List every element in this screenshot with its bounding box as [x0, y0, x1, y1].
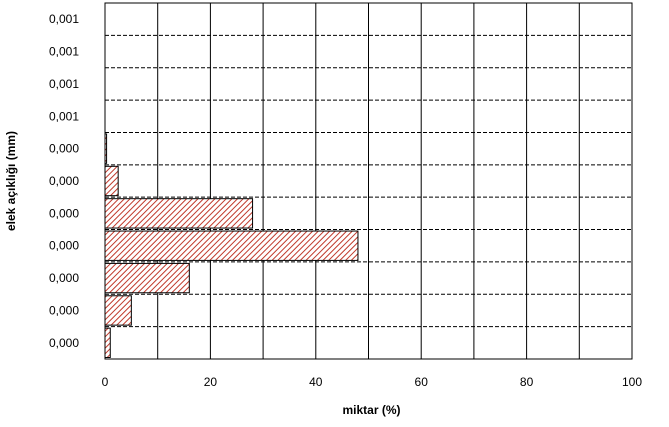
x-tick-labels: 0 20 40 60 80 100: [102, 375, 643, 389]
x-axis-title: miktar (%): [342, 403, 400, 417]
x-tick-label: 60: [415, 375, 429, 389]
x-tick-label: 0: [102, 375, 109, 389]
y-tick-label: 0,000: [49, 239, 79, 253]
bars: [104, 133, 359, 358]
bar: [104, 327, 111, 358]
x-tick-label: 100: [622, 375, 642, 389]
bar: [104, 198, 254, 229]
bar: [104, 230, 359, 261]
y-tick-label: 0,001: [49, 109, 79, 123]
x-tick-label: 80: [520, 375, 534, 389]
y-tick-label: 0,001: [49, 77, 79, 91]
bar: [104, 295, 132, 326]
y-tick-label: 0,000: [49, 142, 79, 156]
bar: [104, 165, 119, 197]
grid: [105, 3, 632, 359]
y-tick-label: 0,000: [49, 206, 79, 220]
y-tick-label: 0,000: [49, 303, 79, 317]
x-tick-label: 40: [309, 375, 323, 389]
plot-frame: [104, 2, 633, 360]
y-tick-labels: 0,001 0,001 0,001 0,001 0,000 0,000 0,000 0,000…: [49, 12, 79, 350]
bar: [104, 262, 190, 294]
y-tick-label: 0,000: [49, 174, 79, 188]
y-tick-label: 0,000: [49, 271, 79, 285]
x-tick-label: 20: [204, 375, 218, 389]
y-tick-label: 0,001: [49, 45, 79, 59]
y-tick-label: 0,000: [49, 336, 79, 350]
y-tick-label: 0,001: [49, 12, 79, 26]
y-axis-title: elek açıklığı (mm): [4, 131, 18, 231]
